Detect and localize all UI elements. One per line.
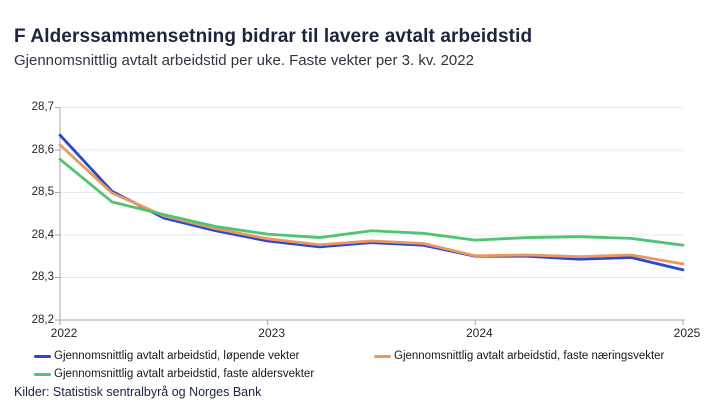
source-note: Kilder: Statistisk sentralbyrå og Norges…	[14, 385, 262, 399]
chart-subtitle: Gjennomsnittlig avtalt arbeidstid per uk…	[14, 52, 474, 69]
legend-label: Gjennomsnittlig avtalt arbeidstid, løpen…	[54, 350, 300, 362]
legend-marker-icon	[34, 373, 51, 376]
y-axis-label: 28,6	[31, 143, 54, 156]
y-axis-label: 28,5	[31, 186, 54, 198]
plot-area: 28,7 28,6 28,5 28,4 28,3 28,2 2022 2023 2024 2025	[0, 95, 722, 345]
y-axis-label: 28,2	[31, 313, 54, 326]
legend: Gjennomsnittlig avtalt arbeidstid, løpen…	[34, 349, 708, 382]
legend-item-2: Gjennomsnittlig avtalt arbeidstid, faste…	[34, 367, 374, 382]
y-axis-label: 28,4	[31, 228, 54, 241]
series-line-1	[58, 143, 685, 266]
legend-marker-icon	[34, 355, 51, 358]
y-axis-label: 28,7	[31, 101, 54, 113]
legend-label: Gjennomsnittlig avtalt arbeidstid, faste…	[394, 350, 665, 362]
series-line-2	[58, 157, 685, 247]
legend-marker-icon	[374, 355, 391, 358]
x-axis-label: 2025	[673, 326, 701, 340]
series-line-0	[58, 133, 685, 272]
chart-svg	[55, 107, 685, 325]
legend-label: Gjennomsnittlig avtalt arbeidstid, faste…	[54, 368, 315, 380]
x-axis-label: 2024	[465, 326, 493, 340]
x-axis-label: 2023	[258, 326, 285, 340]
legend-item-1: Gjennomsnittlig avtalt arbeidstid, faste…	[374, 349, 708, 364]
legend-item-0: Gjennomsnittlig avtalt arbeidstid, løpen…	[34, 349, 374, 364]
page-title: F Alderssammensetning bidrar til lavere …	[14, 26, 533, 47]
y-axis-label: 28,3	[31, 271, 54, 283]
x-axis-label: 2022	[50, 326, 78, 340]
